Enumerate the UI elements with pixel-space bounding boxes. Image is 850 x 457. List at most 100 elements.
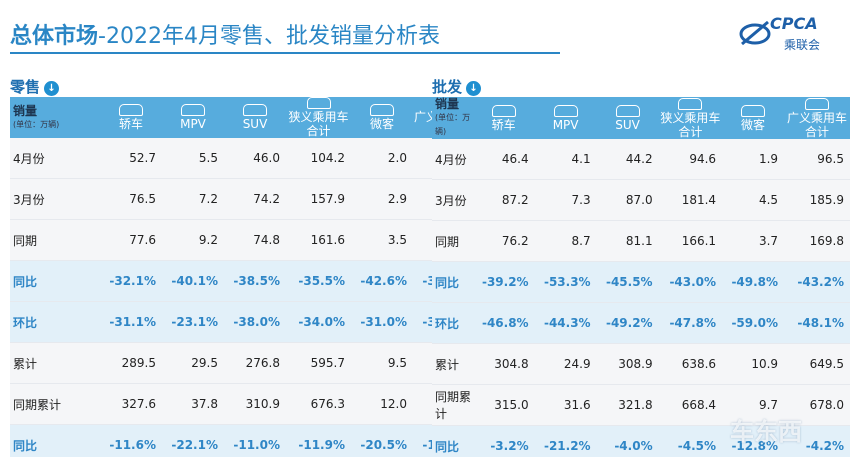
cell: -49.8% — [722, 261, 785, 303]
car-icon — [491, 104, 516, 117]
corner-text: 销量 — [435, 97, 460, 111]
row-label: 3月份 — [10, 178, 100, 220]
cell: 161.6 — [286, 219, 351, 261]
cell: 104.2 — [286, 138, 351, 179]
arrow-icon: ↓ — [44, 81, 60, 96]
sales-table: 销量 (单位：万辆) 轿车 MPV SUV 狭义乘用车合计 微客 广义乘用车合计 4月份 46.4… — [432, 97, 850, 457]
data-row: 同比-11.6%-22.1%-11.0%-11.9%-20.5%-12.1% — [10, 424, 475, 457]
row-label: 同期累计 — [10, 383, 100, 425]
row-label: 同比 — [432, 425, 473, 457]
cell: 29.5 — [162, 342, 224, 384]
car-icon — [678, 97, 703, 110]
car-icon — [370, 104, 394, 116]
cell: -4.2% — [784, 425, 850, 457]
row-label: 同期 — [10, 219, 100, 261]
column-title: 狭义乘用车合计 — [660, 110, 721, 139]
section-label: 批发 ↓ — [432, 76, 482, 97]
column-header: 轿车 — [472, 97, 535, 139]
corner-cell: 销量 (单位：万辆) — [10, 97, 100, 138]
cell: 52.7 — [100, 138, 162, 179]
row-label: 4月份 — [10, 138, 100, 179]
column-title: 微客 — [369, 117, 394, 131]
cell: 3.7 — [722, 220, 785, 262]
data-row: 同比 -39.2% -53.3% -45.5% -43.0% -49.8% -43.2% — [432, 261, 850, 303]
cell: 77.6 — [100, 219, 162, 261]
cell: -3.2% — [472, 425, 535, 457]
cell: 668.4 — [658, 384, 723, 426]
row-label: 3月份 — [432, 179, 473, 221]
cell: 3.5 — [351, 219, 413, 261]
cell: 1.9 — [722, 139, 785, 180]
column-header: 狭义乘用车合计 — [658, 97, 723, 139]
row-label: 同比 — [10, 424, 100, 457]
car-icon — [615, 104, 640, 117]
cell: 9.5 — [351, 342, 413, 384]
cell: 8.7 — [534, 220, 597, 262]
title-underline — [10, 52, 560, 54]
cell: -43.0% — [658, 261, 723, 303]
cell: -46.8% — [472, 302, 535, 344]
car-icon — [243, 104, 267, 116]
cell: 649.5 — [784, 343, 850, 385]
cell: -38.0% — [224, 301, 286, 343]
car-icon — [805, 97, 830, 110]
car-icon — [181, 104, 205, 116]
row-label: 同期累计 — [432, 384, 473, 426]
column-title: 轿车 — [118, 117, 143, 131]
corner-text: 销量 — [13, 103, 38, 118]
cell: 4.5 — [722, 179, 785, 221]
column-header: 轿车 — [100, 97, 162, 138]
cell: 31.6 — [534, 384, 597, 426]
cell: -59.0% — [722, 302, 785, 344]
row-label: 同期 — [432, 220, 473, 262]
sales-table: 销量(单位：万辆)轿车MPVSUV狭义乘用车合计微客广义乘用车合计4月份52.7… — [10, 97, 475, 457]
cell: -20.5% — [351, 424, 413, 457]
cell: -32.1% — [100, 260, 162, 302]
cell: -39.2% — [472, 261, 535, 303]
cell: 7.2 — [162, 178, 224, 220]
logo: CPCA 乘联会 — [738, 12, 838, 56]
data-row: 同比 -3.2% -21.2% -4.0% -4.5% -12.8% -4.2% — [432, 425, 850, 457]
cell: 46.4 — [472, 139, 535, 180]
row-label: 累计 — [432, 343, 473, 385]
title-rest: -2022年4月零售、批发销量分析表 — [98, 24, 440, 49]
title: 总体市场-2022年4月零售、批发销量分析表 — [10, 18, 440, 50]
row-label: 4月份 — [432, 139, 473, 180]
column-header: SUV — [224, 97, 286, 138]
cell: -12.8% — [722, 425, 785, 457]
cell: 4.1 — [534, 139, 597, 180]
cell: -38.5% — [224, 260, 286, 302]
cell: 321.8 — [596, 384, 659, 426]
cell: 289.5 — [100, 342, 162, 384]
unit-text: (单位：万辆) — [13, 119, 60, 129]
cell: -34.0% — [286, 301, 351, 343]
column-title: SUV — [615, 117, 640, 132]
cell: 46.0 — [224, 138, 286, 179]
column-title: 广义乘用车合计 — [787, 110, 848, 139]
cell: 5.5 — [162, 138, 224, 179]
cell: 2.0 — [351, 138, 413, 179]
logo-subtext: 乘联会 — [784, 38, 821, 52]
cell: 9.7 — [722, 384, 785, 426]
cell: -21.2% — [534, 425, 597, 457]
watermark: 车东西 — [730, 418, 802, 446]
car-icon — [306, 97, 331, 109]
column-title: 狭义乘用车合计 — [288, 110, 349, 138]
cell: 44.2 — [596, 139, 659, 180]
cell: -4.0% — [596, 425, 659, 457]
cell: 181.4 — [658, 179, 723, 221]
cell: -43.2% — [784, 261, 850, 303]
car-icon — [119, 104, 143, 116]
row-label: 环比 — [432, 302, 473, 344]
cell: -35.5% — [286, 260, 351, 302]
cell: -49.2% — [596, 302, 659, 344]
data-row: 3月份 87.2 7.3 87.0 181.4 4.5 185.9 — [432, 179, 850, 221]
cell: 87.2 — [472, 179, 535, 221]
row-label: 同比 — [10, 260, 100, 302]
cell: 87.0 — [596, 179, 659, 221]
data-row: 同期累计 315.0 31.6 321.8 668.4 9.7 678.0 — [432, 384, 850, 426]
cell: -45.5% — [596, 261, 659, 303]
data-row: 4月份 46.4 4.1 44.2 94.6 1.9 96.5 — [432, 139, 850, 180]
cell: -44.3% — [534, 302, 597, 344]
